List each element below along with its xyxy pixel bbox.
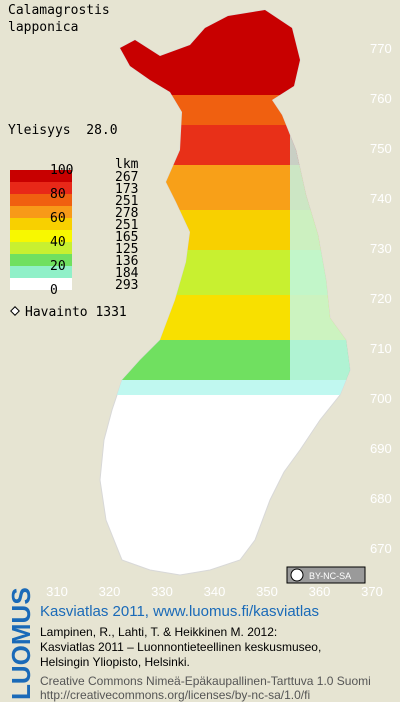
heading: Kasviatlas 2011, www.luomus.fi/kasviatla… (40, 603, 319, 620)
easting-label: 370 (361, 584, 383, 599)
legend-swatch (10, 182, 72, 194)
zone (290, 100, 350, 390)
license-badge: BY-NC-SA (286, 566, 366, 584)
grid-labels: 770 760 750 740 730 720 710 700 690 680 670 310 320 3… (46, 41, 392, 599)
badge-box (286, 566, 366, 584)
legend-swatch (10, 170, 72, 182)
northing-label: 720 (370, 291, 392, 306)
count: 136 (115, 254, 138, 269)
distribution-layer (100, 10, 350, 395)
counts-title: lkm (115, 157, 139, 172)
easting-label: 360 (309, 584, 331, 599)
logo: LUOMUS (6, 587, 36, 700)
count: 267 (115, 170, 138, 185)
count: 251 (115, 194, 138, 209)
legend-swatch (10, 242, 72, 254)
cc-icon (290, 568, 304, 582)
northing-label: 670 (370, 541, 392, 556)
species-name: Calamagrostis (8, 3, 110, 18)
scale-label: 0 (50, 283, 58, 298)
easting-label: 330 (151, 584, 173, 599)
species-name: lapponica (8, 20, 78, 35)
scale-label: 20 (50, 259, 66, 274)
northing-label: 740 (370, 191, 392, 206)
zone (100, 10, 350, 95)
citation: Kasviatlas 2011 – Luonnontieteellinen ke… (40, 640, 321, 654)
zone (100, 95, 350, 125)
citation: Helsingin Yliopisto, Helsinki. (40, 655, 190, 669)
count: 184 (115, 266, 139, 281)
northing-label: 700 (370, 391, 392, 406)
northing-label: 710 (370, 341, 392, 356)
easting-label: 350 (256, 584, 278, 599)
easting-label: 320 (99, 584, 121, 599)
observation-symbol (10, 306, 20, 316)
license: Creative Commons Nimeä-Epäkaupallinen-Ta… (40, 674, 371, 688)
northing-label: 760 (370, 91, 392, 106)
easting-label: 340 (204, 584, 226, 599)
count: 165 (115, 230, 138, 245)
count: 125 (115, 242, 138, 257)
legend-swatch (10, 194, 72, 206)
legend-swatch (10, 254, 72, 266)
count: 251 (115, 218, 138, 233)
frequency: Yleisyys 28.0 (8, 123, 118, 138)
northing-label: 690 (370, 441, 392, 456)
count: 293 (115, 278, 138, 293)
scale-label: 80 (50, 187, 66, 202)
scale-label: 100 (50, 163, 73, 178)
legend-swatch (10, 278, 72, 290)
zone (100, 125, 350, 165)
observations: Havainto 1331 (25, 305, 127, 320)
legend-swatch (10, 218, 72, 230)
northing-label: 730 (370, 241, 392, 256)
scale-label: 40 (50, 235, 66, 250)
easting-label: 310 (46, 584, 68, 599)
legend-swatch (10, 266, 72, 278)
zone (100, 165, 350, 210)
license: http://creativecommons.org/licenses/by-n… (40, 688, 310, 702)
northing-label: 680 (370, 491, 392, 506)
legend-swatch (10, 206, 72, 218)
zone (100, 380, 350, 395)
count: 173 (115, 182, 138, 197)
zone (100, 210, 350, 250)
northing-label: 750 (370, 141, 392, 156)
legend: 2671732512782511651251361842931008060402… (10, 163, 139, 298)
count: 278 (115, 206, 138, 221)
scale-label: 60 (50, 211, 66, 226)
badge-text: BY-NC-SA (309, 571, 351, 581)
legend-swatch (10, 230, 72, 242)
citation: Lampinen, R., Lahti, T. & Heikkinen M. 2… (40, 625, 277, 639)
northing-label: 770 (370, 41, 392, 56)
